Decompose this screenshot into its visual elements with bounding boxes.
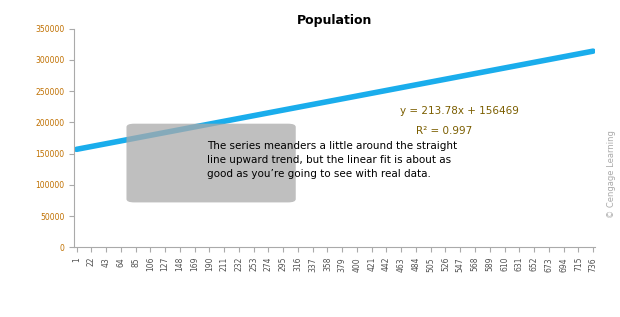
FancyBboxPatch shape bbox=[126, 124, 296, 203]
Text: R² = 0.997: R² = 0.997 bbox=[415, 126, 472, 136]
Text: The series meanders a little around the straight
line upward trend, but the line: The series meanders a little around the … bbox=[207, 141, 458, 179]
Title: Population: Population bbox=[297, 14, 373, 27]
Text: y = 213.78x + 156469: y = 213.78x + 156469 bbox=[400, 106, 519, 116]
Text: © Cengage Learning: © Cengage Learning bbox=[606, 130, 616, 218]
